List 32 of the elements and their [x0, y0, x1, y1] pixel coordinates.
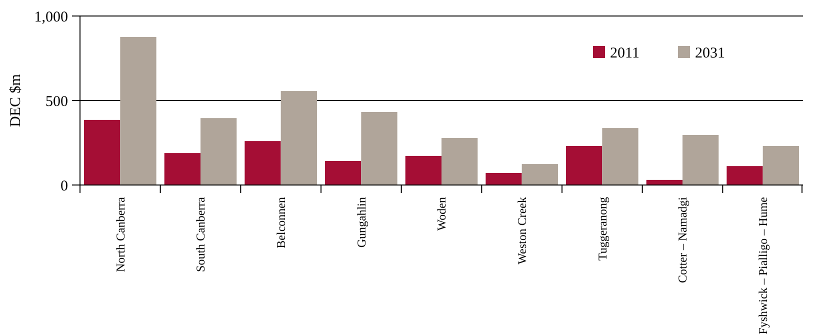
legend-label: 2031 — [695, 45, 725, 62]
bar — [566, 146, 602, 185]
bar — [361, 112, 398, 185]
bar — [405, 156, 442, 185]
x-tick-label: Belconnen — [274, 197, 288, 248]
bar — [84, 120, 120, 185]
x-tick-label: Woden — [434, 197, 449, 231]
bar — [726, 166, 763, 185]
x-tick-label: South Canberra — [194, 196, 208, 272]
x-tick-label: North Canberra — [113, 196, 128, 272]
bar — [200, 118, 237, 185]
y-tick-label: 0 — [60, 178, 68, 194]
x-tick-label: Fyshwick – Pialligo – Hume — [756, 197, 770, 334]
x-tick-label: Gungahlin — [354, 197, 368, 248]
bar — [602, 128, 638, 185]
bar — [486, 173, 522, 185]
y-axis-title: DEC $m — [8, 74, 24, 127]
legend-label: 2011 — [610, 45, 640, 62]
bar — [244, 141, 281, 185]
bar — [762, 146, 799, 185]
bar — [522, 164, 558, 185]
bar — [682, 134, 719, 185]
x-tick-label: Weston Creek — [515, 197, 530, 264]
bar — [280, 91, 317, 185]
bar — [120, 36, 156, 185]
bar — [442, 138, 478, 185]
x-tick-label: Cotter – Namadgi — [676, 196, 690, 283]
bar — [325, 161, 362, 185]
x-tick-label: Tuggeranong — [595, 197, 610, 261]
bar — [164, 153, 200, 185]
y-tick-label: 1,000 — [34, 9, 68, 26]
y-tick-label: 500 — [46, 94, 68, 110]
